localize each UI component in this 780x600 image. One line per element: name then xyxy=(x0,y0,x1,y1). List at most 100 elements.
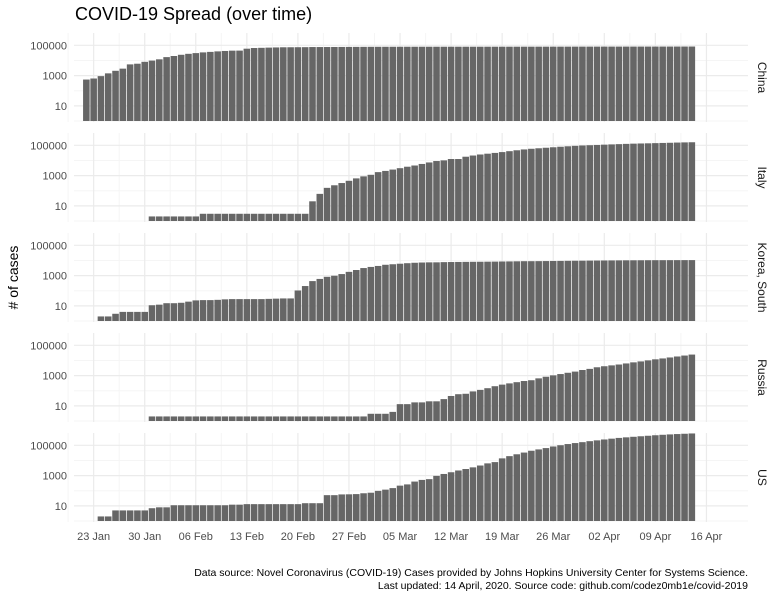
bar xyxy=(228,50,236,121)
bar xyxy=(280,47,287,121)
bar xyxy=(177,302,185,321)
y-tick-label: 1000 xyxy=(43,171,67,183)
y-tick-label: 10 xyxy=(55,401,67,413)
bar xyxy=(272,504,280,521)
bar xyxy=(148,508,156,521)
bar xyxy=(659,46,666,121)
bar xyxy=(119,68,127,121)
bar xyxy=(331,275,338,321)
bar xyxy=(287,416,294,421)
bar xyxy=(411,165,418,221)
bar xyxy=(228,299,236,321)
bar xyxy=(236,50,243,121)
bar xyxy=(250,213,258,221)
panel-korea-south: 10 1000 100000 Korea, South xyxy=(30,233,769,322)
bar xyxy=(243,48,251,121)
bar xyxy=(593,440,601,521)
x-tick-label: 05 Mar xyxy=(383,531,418,543)
bar xyxy=(425,46,433,121)
bar xyxy=(477,46,484,121)
bar xyxy=(192,300,200,321)
bar xyxy=(622,143,630,221)
bar xyxy=(404,404,411,421)
bar xyxy=(659,260,666,321)
bar xyxy=(425,162,433,221)
bar xyxy=(484,388,491,421)
bar xyxy=(440,399,448,421)
y-tick-label: 1000 xyxy=(43,471,67,483)
bar xyxy=(170,216,178,221)
bar xyxy=(462,393,469,421)
bar xyxy=(571,371,579,421)
bar xyxy=(673,260,681,321)
bar xyxy=(542,261,550,321)
bar xyxy=(528,450,535,521)
bar xyxy=(411,402,418,421)
bar xyxy=(593,46,601,121)
bar xyxy=(455,470,462,521)
bar xyxy=(469,155,477,221)
bar xyxy=(104,316,112,321)
bar xyxy=(513,382,521,421)
bar xyxy=(323,276,331,321)
bar xyxy=(447,395,455,421)
bar xyxy=(491,462,499,521)
bar xyxy=(309,281,316,321)
bar xyxy=(148,305,156,321)
bar xyxy=(185,216,192,221)
bar xyxy=(440,160,448,221)
bar xyxy=(148,416,156,421)
bar xyxy=(455,46,462,121)
bar xyxy=(148,60,156,121)
bar xyxy=(491,46,499,122)
bar xyxy=(323,416,331,421)
bar xyxy=(258,504,265,521)
bar xyxy=(440,262,448,321)
bar xyxy=(170,303,178,321)
bar xyxy=(571,260,579,321)
last-updated-caption: Last updated: 14 April, 2020. Source cod… xyxy=(377,580,748,592)
bar xyxy=(666,357,674,421)
bar xyxy=(535,378,542,421)
bar xyxy=(272,298,280,321)
bar xyxy=(316,503,324,521)
bar xyxy=(630,143,637,221)
bar xyxy=(513,150,521,221)
bar xyxy=(455,261,462,321)
bar xyxy=(221,416,229,421)
x-tick-label: 16 Apr xyxy=(691,531,723,543)
bar xyxy=(637,436,645,521)
bar xyxy=(542,147,550,221)
bar xyxy=(97,76,105,121)
bar xyxy=(177,416,185,421)
bar xyxy=(272,416,280,421)
bar xyxy=(455,159,462,221)
bar xyxy=(506,383,513,421)
y-tick-label: 1000 xyxy=(43,271,67,283)
bar xyxy=(396,263,404,321)
bar xyxy=(425,401,433,421)
bar xyxy=(192,416,200,421)
bar xyxy=(433,262,440,321)
bar xyxy=(367,174,375,221)
y-tick-label: 10 xyxy=(55,301,67,313)
y-tick-label: 1000 xyxy=(43,371,67,383)
bar xyxy=(586,368,593,421)
bar xyxy=(484,153,491,221)
bar xyxy=(440,473,448,521)
bar xyxy=(652,46,659,122)
bar xyxy=(177,216,185,221)
bar xyxy=(185,416,192,421)
bar xyxy=(323,187,331,221)
bar xyxy=(462,469,469,521)
bar xyxy=(192,216,200,221)
bar xyxy=(243,504,251,521)
bar xyxy=(301,286,309,321)
bar xyxy=(221,505,229,521)
bar xyxy=(564,260,572,321)
bar xyxy=(630,362,637,421)
bar xyxy=(673,142,681,221)
bar xyxy=(622,260,630,321)
bar xyxy=(199,213,207,221)
bar xyxy=(83,79,90,121)
